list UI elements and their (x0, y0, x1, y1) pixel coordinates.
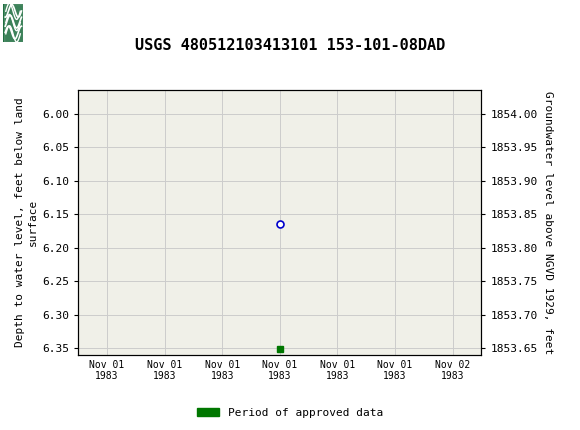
Y-axis label: Groundwater level above NGVD 1929, feet: Groundwater level above NGVD 1929, feet (543, 91, 553, 354)
Text: USGS 480512103413101 153-101-08DAD: USGS 480512103413101 153-101-08DAD (135, 38, 445, 52)
Bar (4, 3, 23, 42)
Legend: Period of approved data: Period of approved data (193, 403, 387, 422)
Y-axis label: Depth to water level, feet below land
surface: Depth to water level, feet below land su… (15, 98, 38, 347)
Bar (3, 3, 23, 42)
Text: USGS: USGS (26, 14, 81, 31)
